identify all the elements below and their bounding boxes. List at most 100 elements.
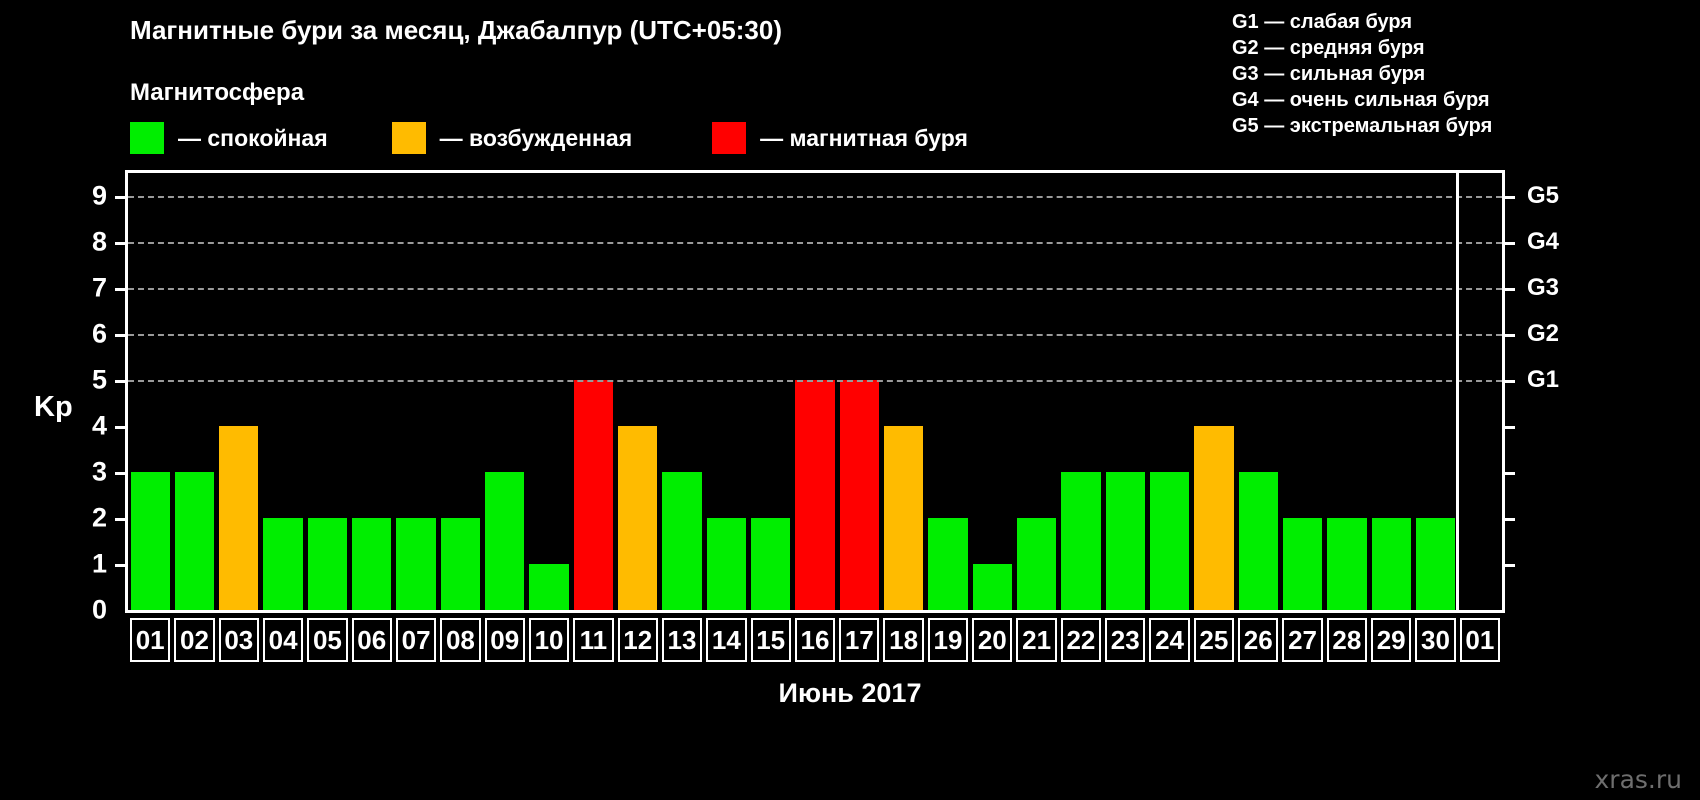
- day-label-13[interactable]: 13: [661, 618, 703, 662]
- bar-day-06[interactable]: [352, 173, 392, 610]
- magnetosphere-heading: Магнитосфера: [130, 79, 305, 106]
- y-tick-label-0: 0: [91, 594, 107, 625]
- legend-label: — спокойная: [178, 124, 328, 151]
- bar: [352, 518, 392, 610]
- bar-day-05[interactable]: [307, 173, 348, 610]
- plot-area: [125, 170, 1505, 613]
- magnetosphere-legend: — спокойная — возбужденная — магнитная бур…: [130, 122, 968, 154]
- bar-day-11[interactable]: [573, 173, 614, 610]
- day-label-15[interactable]: 15: [750, 618, 791, 662]
- y-tick-label-1: 1: [91, 548, 107, 579]
- bar: [263, 518, 303, 610]
- bar-day-04[interactable]: [263, 173, 303, 610]
- day-label-29[interactable]: 29: [1371, 618, 1412, 662]
- bar-day-13[interactable]: [662, 173, 702, 610]
- bar: [1105, 472, 1145, 610]
- bar-day-07[interactable]: [396, 173, 436, 610]
- day-label-25[interactable]: 25: [1193, 618, 1235, 662]
- bar: [1194, 426, 1234, 610]
- bar-day-21[interactable]: [1016, 173, 1057, 610]
- bar-day-20[interactable]: [972, 173, 1012, 610]
- watermark: xras.ru: [1594, 765, 1683, 794]
- bar-day-10[interactable]: [529, 173, 569, 610]
- day-label-19[interactable]: 19: [927, 618, 969, 662]
- bar-day-28[interactable]: [1327, 173, 1367, 610]
- plot-inner: [128, 170, 1502, 613]
- day-label-22[interactable]: 22: [1060, 618, 1102, 662]
- bar-day-22[interactable]: [1061, 173, 1101, 610]
- day-label-01[interactable]: 01: [130, 618, 171, 662]
- day-label-05[interactable]: 05: [307, 618, 348, 662]
- bar: [751, 518, 791, 610]
- gridline-kp-8: [128, 242, 1502, 244]
- day-label-04[interactable]: 04: [262, 618, 304, 662]
- g-tick-label-G5: G5: [1527, 182, 1560, 209]
- day-label-10[interactable]: 10: [528, 618, 570, 662]
- x-axis-day-labels: 01 02 03 04 05 06 07 08 09 10 11 12 13 14 15 16 17 18 19 20…: [125, 618, 1505, 662]
- bar: [1415, 518, 1456, 610]
- day-label-21[interactable]: 21: [1016, 618, 1057, 662]
- g-tick-mark: [1504, 564, 1515, 567]
- day-label-12[interactable]: 12: [617, 618, 658, 662]
- bar-day-08[interactable]: [440, 173, 481, 610]
- day-label-01-next-month[interactable]: 01: [1459, 618, 1500, 662]
- bar-day-02[interactable]: [174, 173, 215, 610]
- bar-day-19[interactable]: [928, 173, 968, 610]
- g-tick-label-G1: G1: [1527, 366, 1560, 393]
- y-tick-label-3: 3: [91, 456, 107, 487]
- bar: [928, 518, 968, 610]
- legend-item-1: — возбужденная: [391, 122, 632, 154]
- bar-day-29[interactable]: [1371, 173, 1411, 610]
- y-axis-title: Kp: [34, 391, 73, 423]
- bar-day-17[interactable]: [839, 173, 879, 610]
- bar: [440, 518, 481, 610]
- bar: [529, 564, 569, 610]
- day-label-24[interactable]: 24: [1149, 618, 1190, 662]
- day-label-02[interactable]: 02: [174, 618, 215, 662]
- y-tick-label-5: 5: [91, 364, 107, 395]
- bar: [307, 518, 348, 610]
- bar: [1061, 472, 1101, 610]
- day-label-09[interactable]: 09: [484, 618, 525, 662]
- day-label-14[interactable]: 14: [706, 618, 747, 662]
- day-label-11[interactable]: 11: [573, 618, 614, 662]
- bar-day-12[interactable]: [618, 173, 658, 610]
- bar-day-24[interactable]: [1149, 173, 1190, 610]
- month-boundary-divider: [1456, 170, 1460, 613]
- bar: [485, 472, 525, 610]
- bar-day-27[interactable]: [1282, 173, 1323, 610]
- day-label-27[interactable]: 27: [1282, 618, 1323, 662]
- bar: [130, 472, 170, 610]
- y-tick-mark: [115, 196, 126, 199]
- bar-day-01[interactable]: [130, 173, 170, 610]
- day-label-16[interactable]: 16: [794, 618, 836, 662]
- day-label-28[interactable]: 28: [1326, 618, 1368, 662]
- day-label-26[interactable]: 26: [1238, 618, 1279, 662]
- day-label-07[interactable]: 07: [395, 618, 437, 662]
- bar: [396, 518, 436, 610]
- bar-day-23[interactable]: [1105, 173, 1145, 610]
- g-tick-label-G4: G4: [1527, 228, 1560, 255]
- day-label-03[interactable]: 03: [218, 618, 259, 662]
- day-label-23[interactable]: 23: [1105, 618, 1146, 662]
- day-label-20[interactable]: 20: [972, 618, 1013, 662]
- bar: [573, 380, 614, 610]
- bar-day-16[interactable]: [795, 173, 835, 610]
- bar-day-25[interactable]: [1194, 173, 1234, 610]
- bar: [1327, 518, 1367, 610]
- bar-day-09[interactable]: [485, 173, 525, 610]
- bar-day-26[interactable]: [1238, 173, 1278, 610]
- day-label-08[interactable]: 08: [440, 618, 481, 662]
- bar-day-03[interactable]: [219, 173, 259, 610]
- day-label-17[interactable]: 17: [839, 618, 880, 662]
- day-label-18[interactable]: 18: [883, 618, 924, 662]
- gridline-kp-7: [128, 288, 1502, 290]
- day-label-30[interactable]: 30: [1415, 618, 1456, 662]
- bar: [883, 426, 924, 610]
- bar-day-14[interactable]: [706, 173, 746, 610]
- bar-day-15[interactable]: [751, 173, 791, 610]
- bar-day-18[interactable]: [883, 173, 924, 610]
- bar-day-30[interactable]: [1415, 173, 1456, 610]
- day-label-06[interactable]: 06: [351, 618, 392, 662]
